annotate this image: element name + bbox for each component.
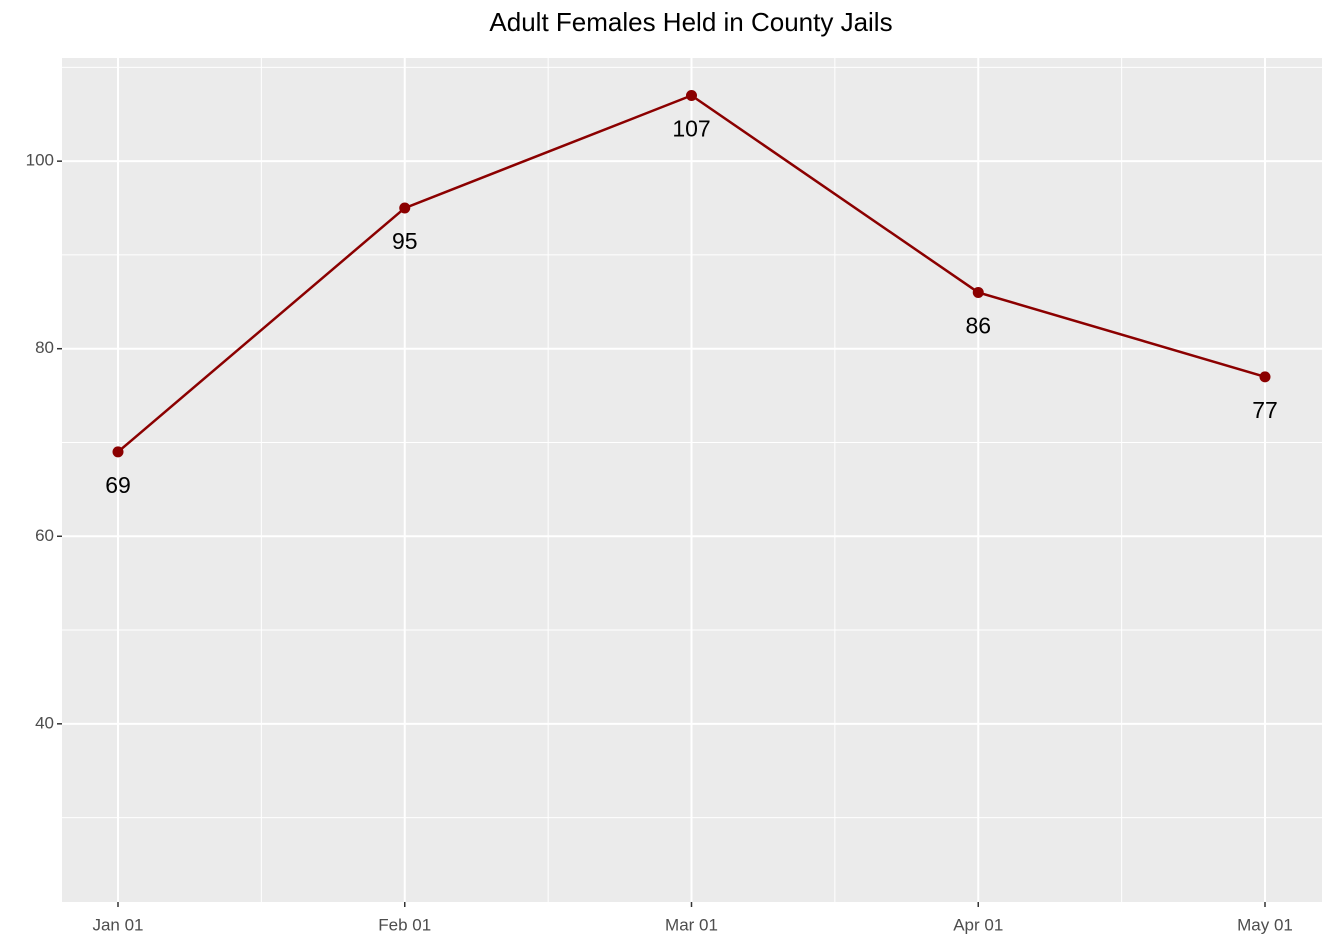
data-label: 77 — [1252, 397, 1278, 423]
y-tick-label: 60 — [35, 526, 54, 545]
point — [972, 286, 984, 298]
point — [686, 90, 697, 102]
x-tick-label: Mar 01 — [665, 915, 718, 934]
x-tick-label: Apr 01 — [953, 915, 1003, 934]
y-tick-label: 100 — [26, 151, 54, 170]
point — [112, 446, 124, 458]
point — [1259, 371, 1271, 383]
data-label: 107 — [672, 116, 710, 142]
x-tick-label: May 01 — [1237, 915, 1293, 934]
data-label: 86 — [965, 313, 991, 339]
y-tick-label: 80 — [35, 338, 54, 357]
data-label: 95 — [392, 228, 418, 254]
data-label: 69 — [105, 472, 131, 498]
y-tick-label: 40 — [35, 713, 54, 732]
x-tick-label: Feb 01 — [378, 915, 431, 934]
point — [399, 202, 411, 214]
x-tick-label: Jan 01 — [92, 915, 143, 934]
chart-title: Adult Females Held in County Jails — [489, 7, 892, 37]
